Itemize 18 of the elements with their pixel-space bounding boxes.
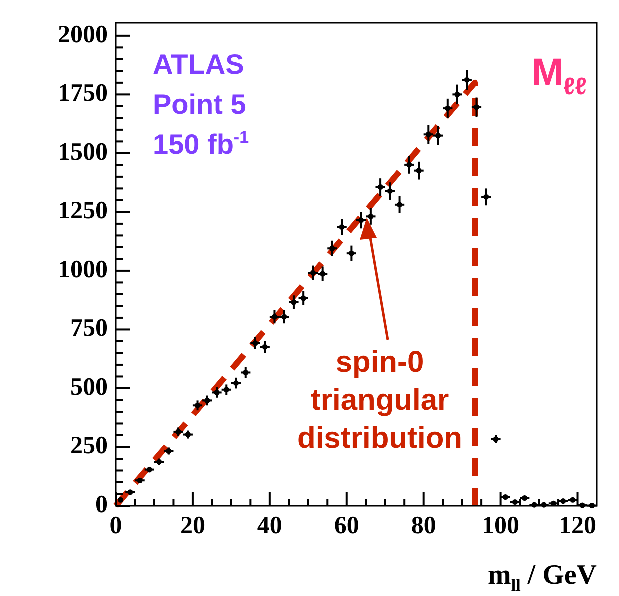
y-tick-label: 1250 xyxy=(58,198,108,225)
y-tick-label: 2000 xyxy=(58,21,108,48)
x-tick-label: 120 xyxy=(559,512,597,540)
y-tick-label: 1500 xyxy=(58,138,108,166)
y-tick-label: 1750 xyxy=(58,80,108,108)
annotation: Point 5 xyxy=(153,89,246,120)
y-tick-label: 0 xyxy=(96,491,108,518)
x-tick-label: 40 xyxy=(257,512,282,540)
x-tick-label: 80 xyxy=(411,512,436,540)
y-tick-label: 750 xyxy=(70,315,108,342)
annotation: spin-0 triangular distribution xyxy=(298,346,462,455)
annotation: ATLAS xyxy=(153,49,244,80)
x-tick-label: 60 xyxy=(334,512,360,540)
y-tick-label: 250 xyxy=(70,432,108,460)
y-tick-label: 500 xyxy=(70,374,108,401)
x-tick-label: 100 xyxy=(482,512,520,540)
y-tick-label: 1000 xyxy=(58,256,108,284)
x-tick-label: 20 xyxy=(180,512,206,540)
